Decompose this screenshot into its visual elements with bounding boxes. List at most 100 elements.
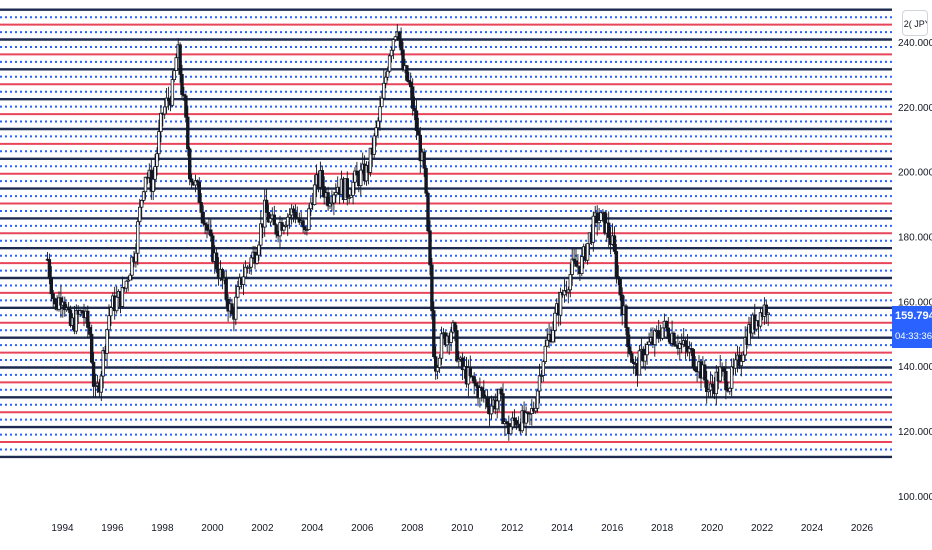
candle-body [397,31,401,41]
candle-body [733,359,738,369]
x-tick-label: 2022 [751,523,774,534]
candle-body [382,82,386,99]
candle-body [645,344,649,356]
y-tick-label: 120.000 [898,427,932,438]
candle-body [170,79,175,106]
candle-body [282,225,286,231]
candle-body [412,107,417,112]
candle-body [632,361,636,364]
candle-body [747,324,751,346]
candle-body [184,95,188,118]
candle-body [505,421,509,424]
candle-body [407,80,411,83]
candle-body [499,388,503,395]
candle-body [47,259,52,279]
candle-body [541,361,545,376]
candle-body [714,371,718,395]
y-tick-label: 100.000 [898,492,932,503]
candle-body [297,217,301,223]
candle-body [597,219,601,224]
candle-body [743,337,747,356]
candle-body [326,192,330,207]
candle-body [739,360,743,367]
candle-body [105,329,109,354]
candle-body [758,312,763,327]
candle-body [653,330,657,346]
candle-body [689,348,693,350]
candle-body [249,257,253,268]
candle-body [88,327,92,335]
bar-countdown: 04:33:36 [895,331,932,342]
candle-body [580,256,584,275]
candle-body [460,357,465,371]
horizontal-levels [0,8,892,459]
candle-body [630,353,634,363]
candle-body [539,375,544,377]
candle-body [162,106,167,115]
candle-body [99,375,103,393]
candle-body [553,312,557,331]
candle-body [334,192,338,196]
candle-body [268,218,273,223]
candle-body [595,212,599,224]
candle-body [501,393,505,425]
candle-body [193,180,198,186]
y-tick-label: 200.000 [898,168,932,179]
candle-body [309,202,313,210]
candle-body [478,387,482,399]
candle-body [722,367,726,372]
candle-body [291,208,296,213]
x-tick-label: 2014 [551,523,574,534]
y-tick-label: 140.000 [898,362,932,373]
candle-body [495,400,499,410]
candle-body [66,307,71,311]
candle-body [389,49,394,57]
y-axis[interactable]: 240.000 220.000 200.000 180.000 160.000 140.0… [898,38,932,503]
candle-body [393,36,398,41]
candle-body [124,280,128,289]
candlestick-series [45,24,770,441]
candle-body [209,229,213,237]
candle-body [151,178,155,192]
candle-body [91,361,96,387]
candle-body [683,340,688,347]
candle-body [387,55,392,72]
candle-body [345,178,349,198]
x-tick-label: 1994 [51,523,74,534]
candle-body [405,65,409,81]
candle-body [705,379,709,393]
candle-body [691,349,695,369]
candle-body [524,412,528,424]
candle-body [303,226,307,230]
candle-body [153,166,157,180]
candle-body [74,309,78,332]
candle-body [399,39,403,51]
symbol-compare-button[interactable]: 2( JPY ) [902,10,928,36]
candle-body [259,223,263,246]
candle-body [618,278,622,296]
candle-body [410,86,415,109]
candle-body [141,191,146,201]
candle-body [364,165,369,182]
candle-body [205,224,209,231]
candle-body [457,358,461,362]
candle-body [482,390,486,398]
candle-body [472,376,476,384]
candle-body [449,331,453,343]
candle-body [453,322,457,331]
candle-body [718,366,722,382]
candle-body [186,116,190,150]
candle-body [764,304,768,316]
candle-body [86,310,90,328]
candle-body [480,387,484,391]
candle-body [508,426,513,435]
x-tick-label: 1998 [151,523,174,534]
candle-body [626,327,630,348]
x-axis[interactable]: 1994 1996 1998 2000 2002 2004 2006 2008 2010 2012… [51,523,873,534]
candle-body [199,202,203,213]
candle-body [143,176,148,193]
candle-body [558,292,563,316]
candle-body [128,274,132,281]
candle-body [241,276,246,285]
candle-body [545,339,549,347]
